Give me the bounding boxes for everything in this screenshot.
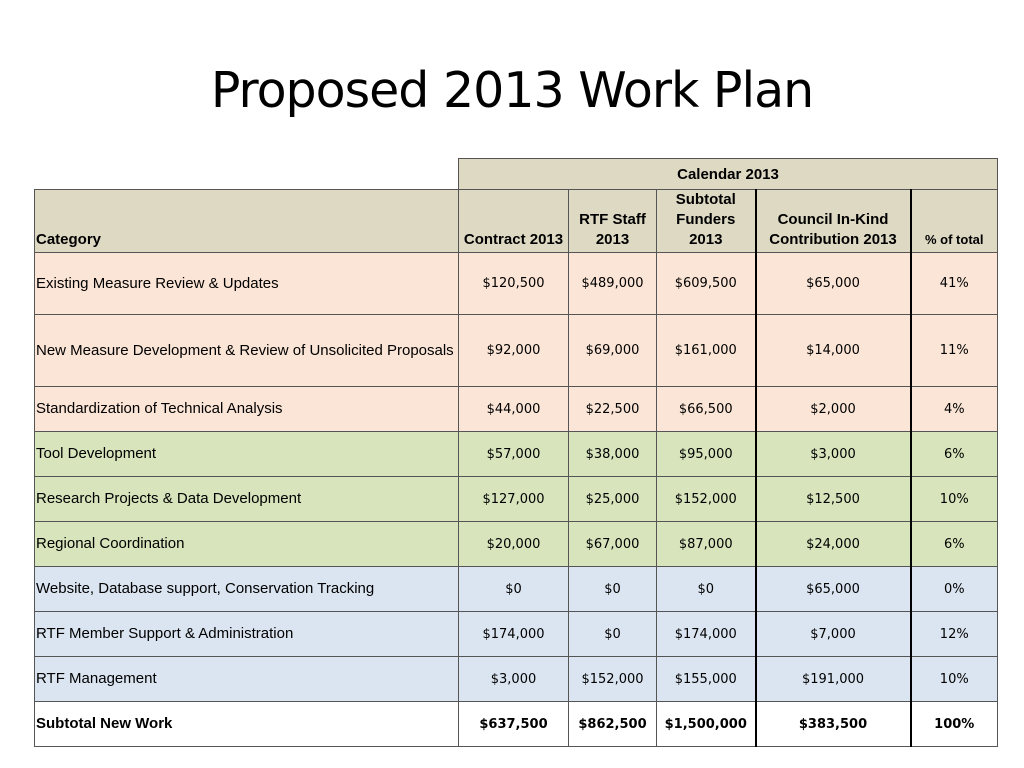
cell-percent-total: 4% — [909, 386, 998, 432]
cell-rtf-staff: $69,000 — [568, 314, 657, 387]
header-contract: Contract 2013 — [458, 189, 569, 253]
cell-subtotal-funders: $87,000 — [656, 521, 756, 567]
table-row: Regional Coordination $20,000 $67,000 $87,0… — [34, 521, 998, 567]
cell-rtf-staff: $489,000 — [568, 252, 657, 315]
cell-percent-total: 12% — [909, 611, 998, 657]
cell-contract: $174,000 — [458, 611, 569, 657]
cell-contract: $92,000 — [458, 314, 569, 387]
cell-subtotal-funders: $609,500 — [656, 252, 756, 315]
cell-contract: $20,000 — [458, 521, 569, 567]
cell-category: Standardization of Technical Analysis — [34, 386, 459, 432]
cell-rtf-staff: $152,000 — [568, 656, 657, 702]
cell-subtotal-funders: $155,000 — [656, 656, 756, 702]
cell-subtotal-funders: $66,500 — [656, 386, 756, 432]
slide-title: Proposed 2013 Work Plan — [210, 62, 814, 119]
header-percent-total: % of total — [909, 189, 998, 253]
table-row: Existing Measure Review & Updates $120,50… — [34, 252, 998, 315]
cell-percent-total: 41% — [909, 252, 998, 315]
cell-council-in-kind: $7,000 — [754, 611, 911, 657]
calendar-group-header: Calendar 2013 — [458, 158, 998, 190]
table-row: RTF Management $3,000 $152,000 $155,000 $191… — [34, 656, 998, 702]
cell-contract: $44,000 — [458, 386, 569, 432]
work-plan-table: Calendar 2013 Category Contract 2013 RTF… — [34, 158, 998, 747]
cell-percent-total: 0% — [909, 566, 998, 612]
cell-contract: $57,000 — [458, 431, 569, 477]
cell-category: Subtotal New Work — [34, 701, 459, 747]
cell-council-in-kind: $383,500 — [754, 701, 911, 747]
cell-subtotal-funders: $1,500,000 — [656, 701, 756, 747]
cell-council-in-kind: $191,000 — [754, 656, 911, 702]
table-row: Tool Development $57,000 $38,000 $95,000 $3,… — [34, 431, 998, 477]
table-row: RTF Member Support & Administration $174,… — [34, 611, 998, 657]
cell-category: Existing Measure Review & Updates — [34, 252, 459, 315]
cell-category: RTF Management — [34, 656, 459, 702]
cell-subtotal-funders: $152,000 — [656, 476, 756, 522]
cell-rtf-staff: $862,500 — [568, 701, 657, 747]
cell-council-in-kind: $65,000 — [754, 566, 911, 612]
cell-contract: $0 — [458, 566, 569, 612]
cell-contract: $120,500 — [458, 252, 569, 315]
cell-subtotal-funders: $174,000 — [656, 611, 756, 657]
cell-rtf-staff: $0 — [568, 611, 657, 657]
cell-council-in-kind: $14,000 — [754, 314, 911, 387]
cell-rtf-staff: $67,000 — [568, 521, 657, 567]
cell-council-in-kind: $2,000 — [754, 386, 911, 432]
cell-contract: $3,000 — [458, 656, 569, 702]
cell-category: RTF Member Support & Administration — [34, 611, 459, 657]
table-row: Subtotal New Work $637,500 $862,500 $1,500,… — [34, 701, 998, 747]
cell-council-in-kind: $12,500 — [754, 476, 911, 522]
cell-percent-total: 6% — [909, 431, 998, 477]
cell-contract: $127,000 — [458, 476, 569, 522]
table-row: Research Projects & Data Development $127… — [34, 476, 998, 522]
header-council-in-kind: Council In-Kind Contribution 2013 — [754, 189, 911, 253]
cell-council-in-kind: $3,000 — [754, 431, 911, 477]
cell-percent-total: 100% — [909, 701, 998, 747]
blank-corner — [34, 158, 459, 190]
cell-percent-total: 10% — [909, 476, 998, 522]
cell-subtotal-funders: $161,000 — [656, 314, 756, 387]
cell-percent-total: 11% — [909, 314, 998, 387]
cell-category: Research Projects & Data Development — [34, 476, 459, 522]
header-category: Category — [34, 189, 459, 253]
header-subtotal-funders: Subtotal Funders 2013 — [656, 189, 756, 253]
cell-rtf-staff: $0 — [568, 566, 657, 612]
cell-subtotal-funders: $0 — [656, 566, 756, 612]
cell-rtf-staff: $25,000 — [568, 476, 657, 522]
cell-percent-total: 6% — [909, 521, 998, 567]
table-row: Website, Database support, Conservation … — [34, 566, 998, 612]
cell-council-in-kind: $65,000 — [754, 252, 911, 315]
table-row: New Measure Development & Review of Unso… — [34, 314, 998, 387]
cell-category: Regional Coordination — [34, 521, 459, 567]
cell-percent-total: 10% — [909, 656, 998, 702]
cell-category: Website, Database support, Conservation … — [34, 566, 459, 612]
table-row: Standardization of Technical Analysis $44… — [34, 386, 998, 432]
cell-subtotal-funders: $95,000 — [656, 431, 756, 477]
cell-rtf-staff: $22,500 — [568, 386, 657, 432]
cell-category: Tool Development — [34, 431, 459, 477]
cell-rtf-staff: $38,000 — [568, 431, 657, 477]
header-rtf-staff: RTF Staff 2013 — [568, 189, 657, 253]
cell-contract: $637,500 — [458, 701, 569, 747]
cell-category: New Measure Development & Review of Unso… — [34, 314, 459, 387]
cell-council-in-kind: $24,000 — [754, 521, 911, 567]
